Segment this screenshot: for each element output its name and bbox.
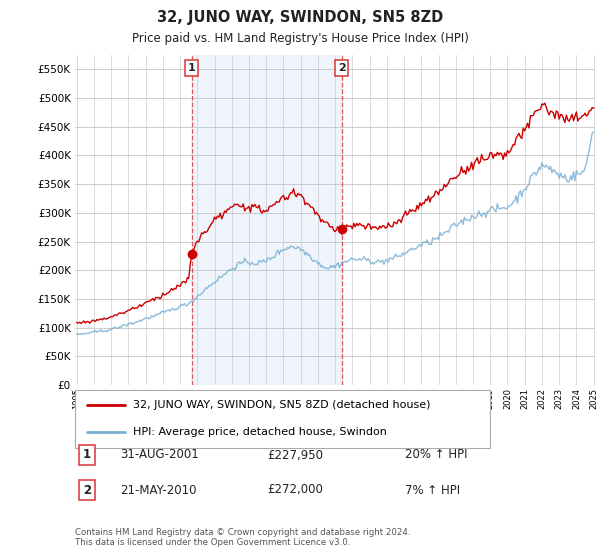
Text: Price paid vs. HM Land Registry's House Price Index (HPI): Price paid vs. HM Land Registry's House … (131, 32, 469, 45)
Text: £272,000: £272,000 (267, 483, 323, 497)
Text: £227,950: £227,950 (267, 449, 323, 461)
Text: 21-MAY-2010: 21-MAY-2010 (120, 483, 197, 497)
Text: 1: 1 (188, 63, 196, 73)
Bar (191, 55, 342, 385)
Text: Contains HM Land Registry data © Crown copyright and database right 2024.
This d: Contains HM Land Registry data © Crown c… (75, 528, 410, 547)
Text: 32, JUNO WAY, SWINDON, SN5 8ZD (detached house): 32, JUNO WAY, SWINDON, SN5 8ZD (detached… (133, 399, 431, 409)
Text: 7% ↑ HPI: 7% ↑ HPI (405, 483, 460, 497)
Text: 1: 1 (83, 449, 91, 461)
Text: 31-AUG-2001: 31-AUG-2001 (120, 449, 199, 461)
Text: HPI: Average price, detached house, Swindon: HPI: Average price, detached house, Swin… (133, 427, 387, 437)
Text: 2: 2 (83, 483, 91, 497)
Text: 2: 2 (338, 63, 346, 73)
Text: 32, JUNO WAY, SWINDON, SN5 8ZD: 32, JUNO WAY, SWINDON, SN5 8ZD (157, 10, 443, 25)
Text: 20% ↑ HPI: 20% ↑ HPI (405, 449, 467, 461)
